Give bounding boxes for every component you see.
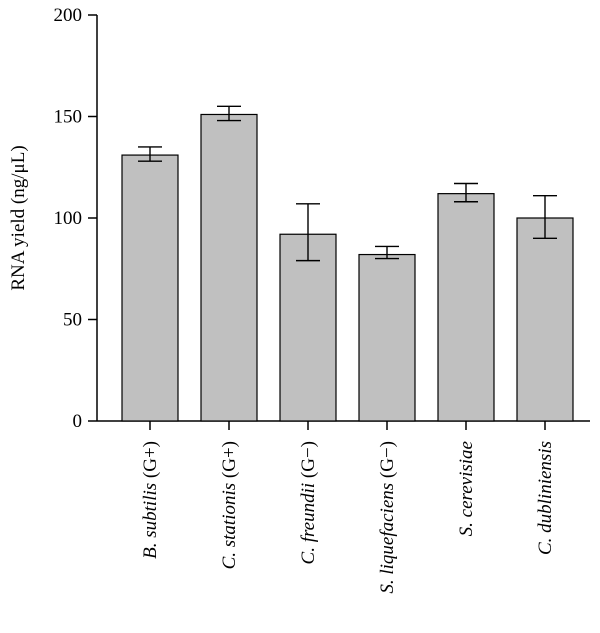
error-bar <box>454 182 478 203</box>
x-tick-label-species: S. cerevisiae <box>456 441 477 536</box>
y-tick-label: 150 <box>54 107 83 128</box>
x-tick-label-species: C. freundii <box>298 483 319 565</box>
x-tick-label: B. subtilis (G+) <box>140 441 161 559</box>
x-tick-label-species: S. liquefaciens <box>377 483 398 594</box>
bar <box>279 233 337 422</box>
x-tick-label-gram: (G+) <box>140 441 161 483</box>
x-tick-label: S. cerevisiae <box>456 441 477 536</box>
bar <box>121 154 179 422</box>
error-bar <box>375 245 399 260</box>
x-tick-label-species: B. subtilis <box>140 483 161 559</box>
error-bar <box>138 146 162 162</box>
bars <box>121 113 574 422</box>
y-tick-label: 200 <box>54 5 83 26</box>
bar <box>437 193 495 422</box>
x-tick-label: C. stationis (G+) <box>219 441 240 569</box>
x-tick-label-species: C. stationis <box>219 483 240 570</box>
x-tick-label: C. dubliniensis <box>535 441 556 555</box>
error-bar <box>296 203 320 262</box>
x-tick-label-gram: (G−) <box>377 441 398 483</box>
y-tick-label: 100 <box>54 208 83 229</box>
x-tick-label-gram: (G+) <box>219 441 240 483</box>
y-tick-label: 0 <box>73 411 83 432</box>
bar <box>516 217 574 422</box>
error-bar <box>533 194 557 240</box>
error-bars <box>138 105 557 262</box>
x-tick-label: C. freundii (G−) <box>298 441 319 564</box>
x-tick-label-species: C. dubliniensis <box>535 441 556 555</box>
x-tick-label: S. liquefaciens (G−) <box>377 441 398 594</box>
y-tick-label: 50 <box>63 310 82 331</box>
x-axis-ticks: B. subtilis (G+)C. stationis (G+)C. freu… <box>140 421 556 594</box>
bar <box>358 253 416 422</box>
y-axis-ticks: 0 50 100 150 200 <box>54 5 97 432</box>
y-axis-label: RNA yield (ng/μL) <box>8 145 29 290</box>
error-bar <box>217 105 241 122</box>
bar <box>200 113 258 422</box>
x-tick-label-gram: (G−) <box>298 441 319 483</box>
